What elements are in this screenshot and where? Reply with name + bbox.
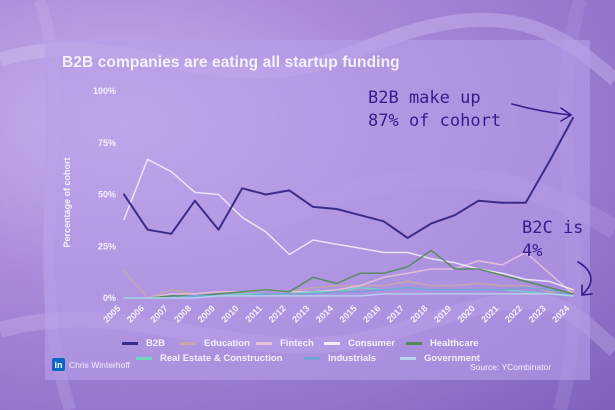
x-tick-label: 2010: [219, 303, 240, 324]
legend-item: Education: [180, 338, 256, 349]
x-axis: 2005 2006 2007 2008 2009 2010 2011 2012 2013 2014…: [101, 303, 571, 324]
y-tick-label: 25%: [98, 241, 116, 251]
y-axis-label: Percentage of cohort: [62, 157, 72, 247]
y-tick-label: 0%: [103, 293, 116, 303]
b2c-arrow-icon: [577, 261, 593, 296]
x-tick-label: 2023: [527, 303, 548, 324]
b2c-annotation: B2C is 4%: [522, 218, 584, 261]
series-line-b2b: [123, 116, 574, 239]
legend-item: B2B: [122, 338, 180, 349]
x-tick-label: 2011: [243, 303, 264, 324]
chart-title: B2B companies are eating all startup fun…: [62, 54, 400, 71]
x-tick-label: 2016: [361, 303, 382, 324]
x-tick-label: 2007: [148, 303, 169, 324]
x-tick-label: 2021: [479, 303, 500, 324]
linkedin-icon: in: [52, 358, 65, 371]
legend-label: Education: [204, 338, 250, 349]
legend-swatch: [122, 342, 138, 345]
legend-item: Fintech: [256, 338, 324, 349]
x-tick-label: 2006: [125, 303, 146, 324]
x-tick-label: 2013: [290, 303, 311, 324]
author-credit: in Chris Winterhoff: [52, 358, 130, 371]
legend-label: Fintech: [280, 338, 314, 349]
series-line-consumer: [123, 158, 574, 291]
legend-swatch: [324, 342, 340, 345]
x-tick-label: 2015: [337, 303, 358, 324]
legend-label: Consumer: [348, 338, 395, 349]
x-tick-label: 2009: [196, 303, 217, 324]
legend-item: Industrials: [304, 353, 400, 364]
legend-label: B2B: [146, 338, 166, 349]
y-tick-label: 50%: [98, 190, 116, 200]
series-lines: [123, 116, 574, 299]
legend-swatch: [304, 357, 320, 360]
source-note: Source: YCombinator: [470, 362, 552, 372]
y-tick-label: 75%: [98, 138, 116, 148]
legend-row: B2B Education Fintech Consumer Healthcare: [122, 336, 552, 351]
x-tick-label: 2008: [172, 303, 193, 324]
legend: B2B Education Fintech Consumer Healthcare Re…: [122, 336, 552, 366]
y-axis: 0% 25% 50% 75% 100%: [93, 86, 116, 303]
b2b-annotation: B2B make up 87% of cohort: [368, 88, 502, 131]
x-tick-label: 2005: [101, 303, 122, 324]
legend-swatch: [256, 342, 272, 345]
x-tick-label: 2012: [267, 303, 288, 324]
b2b-arrow-icon: [511, 103, 573, 122]
legend-swatch: [400, 357, 416, 360]
legend-item: Real Estate & Construction: [136, 353, 304, 364]
x-tick-label: 2018: [408, 303, 429, 324]
x-tick-label: 2014: [314, 303, 335, 324]
author-name: Chris Winterhoff: [69, 359, 130, 370]
legend-item: Healthcare: [406, 338, 486, 349]
legend-swatch: [136, 357, 152, 360]
x-tick-label: 2019: [432, 303, 453, 324]
x-tick-label: 2022: [503, 303, 524, 324]
series-line-fintech: [123, 251, 574, 299]
legend-swatch: [406, 342, 422, 345]
x-tick-label: 2020: [456, 303, 477, 324]
chart-card: [45, 40, 590, 380]
series-line-government: [123, 293, 574, 299]
x-tick-label: 2024: [550, 303, 571, 324]
series-line-industrials: [123, 286, 574, 299]
legend-item: Government: [400, 353, 500, 364]
legend-item: Consumer: [324, 338, 406, 349]
y-tick-label: 100%: [93, 86, 116, 96]
legend-label: Healthcare: [430, 338, 479, 349]
legend-label: Government: [424, 353, 480, 364]
legend-label: Industrials: [328, 353, 377, 364]
x-tick-label: 2017: [385, 303, 406, 324]
legend-label: Real Estate & Construction: [160, 353, 283, 364]
legend-swatch: [180, 342, 196, 345]
legend-row: Real Estate & Construction Industrials Gov…: [136, 351, 552, 366]
